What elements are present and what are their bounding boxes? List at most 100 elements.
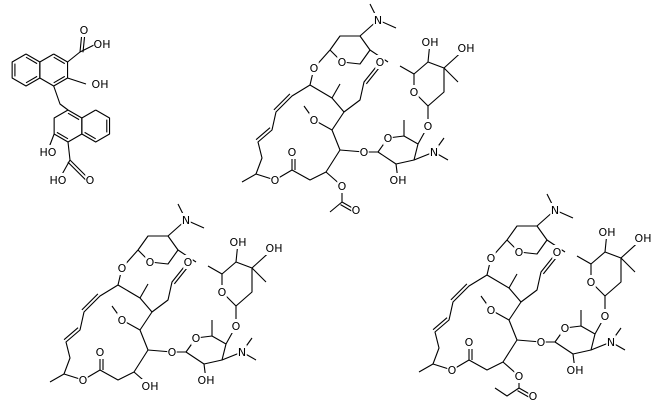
bond [343,61,381,113]
label-bg [117,261,127,275]
atom-label: O [338,180,347,193]
bond [63,267,153,381]
atom-label: O [515,246,524,259]
label-bg [634,231,652,245]
double-bond [81,293,99,311]
atom-label: O [192,332,201,345]
atom-label: O [384,132,393,145]
label-bg [237,345,247,359]
label-bg [217,285,227,299]
label-bg [389,173,407,187]
label-bg [117,313,127,327]
label-bg [486,303,496,317]
atom-label: O [79,374,88,387]
label-bg [197,373,215,387]
double-bond [56,131,69,140]
atom-label: N [182,214,190,227]
atom-label: O [529,390,538,403]
atom-label: O [553,246,562,259]
atom-label: O [218,286,227,299]
label-bg [145,255,155,269]
bond [67,77,87,85]
double-bond [273,93,291,111]
label-bg [447,363,457,377]
bond [139,283,149,299]
atom-label: OH [422,36,439,49]
bond [520,251,558,303]
bond [59,141,71,179]
label-bg [309,61,319,75]
bond [620,257,636,273]
label-bg [514,245,524,259]
atom-label: O [118,262,127,275]
atom-label: OH [92,78,109,91]
atom-label: O [537,336,546,349]
atom-label: O [487,304,496,317]
atom-label: O [184,256,193,269]
bond [331,83,341,99]
atom-label: O [118,314,127,327]
label-bg [351,203,361,217]
label-bg [270,173,280,187]
atom-label: O [80,24,89,37]
label-bg [337,179,347,193]
atom-label: O [352,204,361,217]
label-bg [191,331,201,345]
atom-label: O [376,56,385,69]
label-bg [181,213,191,227]
double-bond [84,131,96,140]
atom-label: N [607,336,615,349]
label-bg [566,363,584,377]
atom-label: OH [266,242,283,255]
atom-label: O [96,346,105,359]
atom-label: O [232,320,241,333]
double-bond [25,56,38,65]
label-bg [85,173,95,187]
atom-label: O [310,114,319,127]
label-bg [183,255,193,269]
double-bond [63,327,79,341]
atom-label: N [238,346,246,359]
bond [576,255,592,265]
bond [508,273,518,289]
bond [432,257,522,371]
atom-label: OH [458,42,475,55]
label-bg [464,335,474,349]
atom-label: O [515,370,524,383]
bond [221,261,253,307]
double-bond [25,75,38,84]
bond [53,85,69,111]
bond [251,267,267,283]
atom-label: O [360,146,369,159]
atom-label: O [168,346,177,359]
atom-label: OH [198,374,215,387]
bond [69,159,89,179]
atom-label: O [338,56,347,69]
atom-label: O [601,310,610,323]
atom-label: O [487,252,496,265]
label-bg [167,345,177,359]
label-bg [423,119,433,133]
double-bond [67,161,87,181]
label-bg [93,37,111,51]
bond [413,61,445,107]
atom-label: O [146,256,155,269]
label-bg [287,145,297,159]
label-bg [373,13,383,27]
bond [81,109,111,143]
atom-label: O [271,174,280,187]
bond [207,265,223,275]
atom-label: O [86,174,95,187]
label-bg [95,345,105,359]
bond [506,225,548,255]
label-bg [514,369,524,383]
atom-label: N [430,146,438,159]
label-bg [536,335,546,349]
atom-label: OH [567,364,584,377]
label-bg [457,41,475,55]
bond [329,35,371,65]
label-bg [586,275,596,289]
double-bond [450,283,468,301]
